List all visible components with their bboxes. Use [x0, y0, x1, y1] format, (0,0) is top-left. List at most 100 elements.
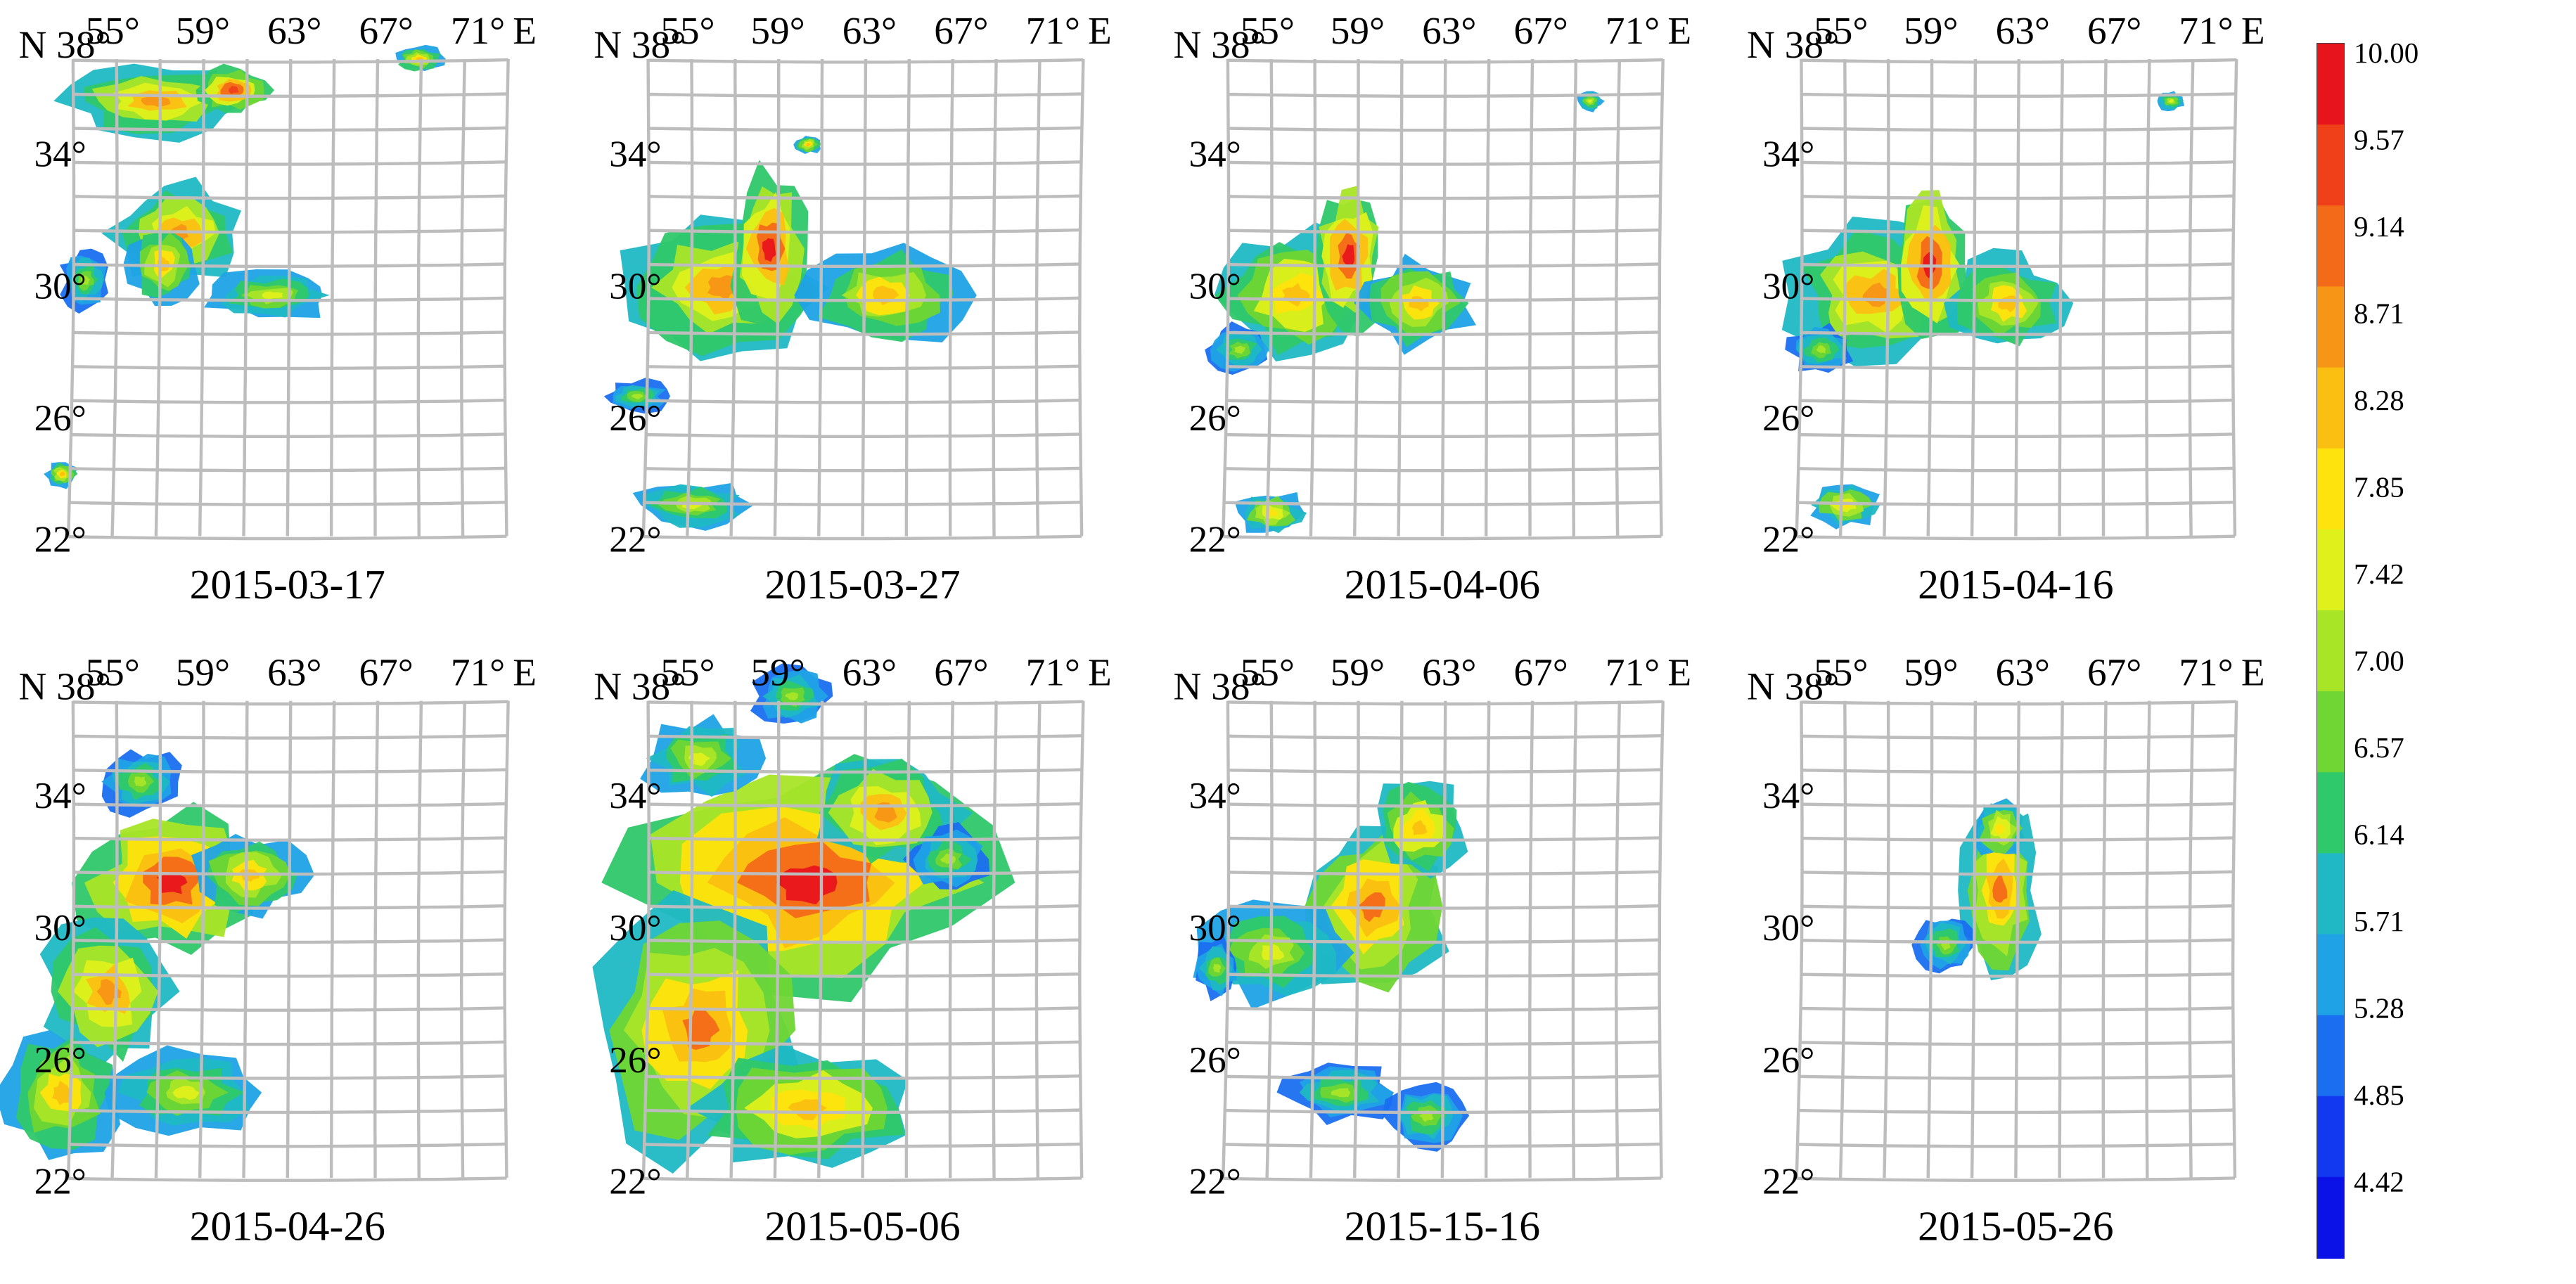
- parallel-line: [1226, 1040, 1660, 1046]
- meridian-line: [1571, 58, 1578, 537]
- meridian-line: [1353, 700, 1360, 1179]
- parallel-line: [648, 938, 1080, 944]
- aerosol-contour: [762, 238, 776, 262]
- panel-date-caption: 2015-04-16: [1918, 561, 2113, 608]
- colorbar-tick-label: 7.42: [2354, 558, 2404, 590]
- colorbar-tick-label: 10.00: [2354, 37, 2418, 69]
- parallel-line: [72, 364, 505, 371]
- latitude-label: 22°: [609, 520, 661, 560]
- colorbar-stripe: [2317, 367, 2344, 449]
- graticule: [67, 700, 510, 1182]
- latitude-label: 26°: [34, 398, 86, 439]
- parallel-line: [69, 1142, 506, 1148]
- aerosol-contour: [134, 776, 146, 787]
- colorbar-tick-label: 5.71: [2354, 905, 2404, 937]
- meridian-line: [904, 700, 911, 1179]
- meridian-line: [373, 700, 380, 1179]
- aerosol-contour: [1234, 345, 1246, 354]
- latitude-label: 34°: [609, 134, 661, 174]
- meridian-line: [1883, 700, 1890, 1179]
- meridian-line: [2058, 58, 2064, 537]
- parallel-line: [1228, 296, 1660, 302]
- parallel-line: [648, 700, 1084, 706]
- parallel-line: [1228, 904, 1660, 910]
- east-label: E: [1088, 9, 1112, 52]
- parallel-line: [1227, 972, 1660, 978]
- meridian-line: [904, 58, 911, 537]
- longitude-label: 67°: [2087, 9, 2141, 52]
- parallel-line: [645, 1108, 1081, 1115]
- longitude-label: 67°: [359, 651, 414, 694]
- parallel-line: [1800, 1006, 2234, 1012]
- parallel-line: [1224, 501, 1661, 506]
- meridian-line: [329, 700, 336, 1179]
- parallel-line: [1800, 1040, 2234, 1046]
- meridian-line: [729, 700, 737, 1179]
- longitude-label: 59°: [1331, 9, 1385, 52]
- latitude-label: 22°: [34, 1161, 86, 1202]
- aerosol-contour: [172, 1086, 200, 1100]
- meridian-line: [2058, 700, 2064, 1179]
- colorbar-tick-label: 6.57: [2354, 731, 2404, 764]
- parallel-line: [1226, 398, 1660, 404]
- parallel-line: [73, 768, 507, 774]
- latitude-label: 26°: [1762, 1040, 1814, 1081]
- parallel-line: [648, 58, 1084, 64]
- parallel-line: [1800, 364, 2234, 371]
- meridian-line: [1222, 700, 1231, 1179]
- colorbar-tick-label: 9.14: [2354, 210, 2404, 243]
- colorbar-stripe: [2317, 853, 2344, 935]
- aerosol-contour: [141, 94, 171, 108]
- latitude-label: 30°: [1189, 266, 1241, 307]
- colorbar-tick-label: 5.28: [2354, 992, 2404, 1025]
- aerosol-contour: [1816, 345, 1826, 354]
- meridian-line: [242, 58, 249, 537]
- parallel-line: [70, 466, 506, 473]
- latitude-label: 30°: [1189, 908, 1241, 949]
- parallel-line: [72, 330, 505, 336]
- meridian-line: [992, 700, 998, 1179]
- colorbar: 10.00 9.57 9.14 8.71 8.28 7.85 7.42 7.00 6.57 6.1…: [2317, 37, 2418, 1259]
- longitude-label: 63°: [267, 651, 321, 694]
- east-label: E: [2241, 9, 2265, 52]
- latitude-label: 22°: [1189, 520, 1241, 560]
- colorbar-tick-label: 6.14: [2354, 818, 2404, 851]
- longitude-label: 59°: [1904, 9, 1958, 52]
- meridian-line: [2145, 700, 2151, 1179]
- meridian-line: [373, 58, 380, 537]
- aerosol-contour: [688, 752, 711, 766]
- map-panel: N 38° 34° 30° 26° 22° 55° 59° 63° 67° 71° E 2015-05…: [592, 651, 1112, 1250]
- colorbar-stripe: [2317, 529, 2344, 611]
- parallel-line: [645, 466, 1081, 473]
- parallel-line: [73, 228, 506, 234]
- latitude-label: 34°: [34, 776, 86, 816]
- meridian-line: [1440, 700, 1447, 1179]
- parallel-line: [1801, 58, 2237, 64]
- parallel-line: [1802, 802, 2235, 808]
- aerosol-contour: [52, 1080, 72, 1105]
- colorbar-stripe: [2317, 1015, 2344, 1097]
- meridian-line: [329, 58, 336, 537]
- latitude-label: 30°: [609, 266, 661, 307]
- latitude-label: 22°: [609, 1161, 661, 1202]
- longitude-label: 55°: [660, 9, 715, 52]
- parallel-line: [1798, 501, 2235, 506]
- map-panels: N 38°34°30°26°22°55° 59° 63° 67° 71° E2015-03…: [0, 9, 2265, 1250]
- parallel-line: [73, 194, 506, 200]
- colorbar-tick-label: 7.00: [2354, 645, 2404, 677]
- longitude-label: 59°: [750, 651, 805, 694]
- parallel-line: [1798, 1108, 2234, 1115]
- meridian-line: [154, 700, 162, 1179]
- east-label: E: [513, 651, 537, 694]
- longitude-label: 67°: [2087, 651, 2141, 694]
- east-label: E: [513, 9, 537, 52]
- meridian-line: [1795, 700, 1804, 1179]
- aerosol-contour: [96, 979, 122, 1005]
- colorbar-stripe: [2317, 772, 2344, 854]
- longitude-label: 59°: [1331, 651, 1385, 694]
- aerosol-contour: [80, 276, 91, 285]
- parallel-line: [73, 160, 506, 166]
- parallel-line: [73, 296, 505, 302]
- aerosol-field: [1205, 91, 1605, 534]
